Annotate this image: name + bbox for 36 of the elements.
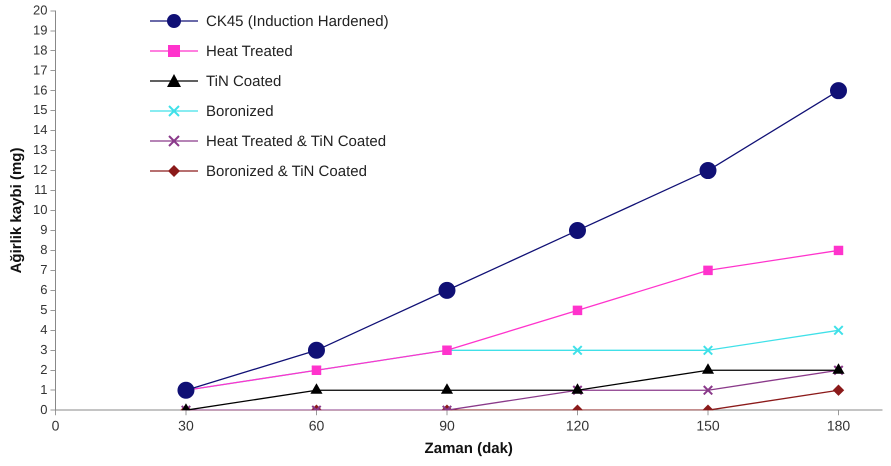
y-tick-label: 12 — [32, 162, 48, 178]
y-tick-label: 1 — [40, 382, 48, 397]
y-tick-label: 4 — [40, 322, 48, 337]
y-tick-label: 13 — [32, 142, 48, 158]
y-tick-label: 2 — [40, 362, 48, 377]
legend-label: Heat Treated & TiN Coated — [206, 132, 386, 150]
legend-label: Boronized — [206, 102, 274, 120]
x-tick-label: 90 — [439, 417, 455, 434]
y-tick-label: 9 — [40, 222, 48, 238]
x-tick-label: 180 — [826, 417, 850, 434]
x-tick-label: 60 — [308, 417, 324, 434]
y-tick-label: 16 — [32, 82, 48, 98]
y-tick-label: 10 — [32, 202, 48, 218]
x-tick-label: 30 — [178, 417, 194, 434]
y-tick-label: 17 — [32, 62, 48, 78]
y-tick-label: 18 — [32, 42, 48, 58]
y-tick-label: 3 — [40, 342, 48, 357]
y-tick-label: 7 — [40, 262, 48, 277]
legend-label: CK45 (Induction Hardened) — [206, 12, 389, 30]
x-axis-title: Zaman (dak) — [424, 440, 513, 458]
y-tick-label: 15 — [32, 102, 48, 118]
legend-label: Heat Treated — [206, 42, 293, 60]
y-tick-label: 20 — [32, 2, 48, 18]
y-tick-label: 19 — [32, 22, 48, 38]
y-tick-label: 5 — [40, 302, 48, 317]
y-axis-title: Ağirlik kaybi (mg) — [8, 148, 26, 274]
y-tick-label: 6 — [40, 282, 48, 297]
y-tick-label: 14 — [32, 122, 48, 138]
y-tick-label: 8 — [40, 242, 48, 258]
x-tick-label: 0 — [52, 417, 60, 434]
legend-label: Boronized & TiN Coated — [206, 162, 367, 180]
y-tick-label: 11 — [34, 182, 48, 198]
y-tick-label: 0 — [40, 402, 48, 417]
x-tick-label: 150 — [696, 417, 720, 434]
x-tick-label: 120 — [566, 417, 590, 434]
legend-label: TiN Coated — [206, 72, 282, 90]
